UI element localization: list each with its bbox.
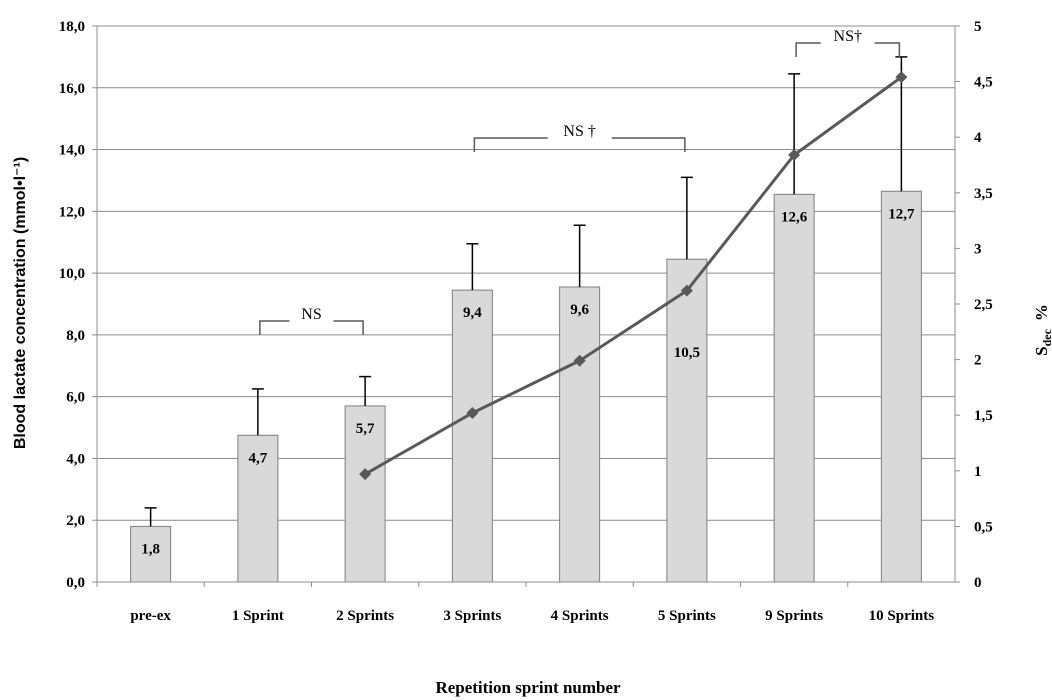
bar-data-label: 12,7 — [888, 206, 915, 222]
y2-tick-label: 4 — [974, 130, 982, 146]
y-axis-title: Blood lactate concentration (mmol•l⁻¹) — [12, 157, 29, 449]
x-tick-label: 3 Sprints — [443, 608, 501, 624]
sig-bracket-right — [875, 43, 900, 57]
tick-labels: 0,0 2,0 4,0 6,0 8,0 10,0 12,0 14,0 16,0 18,0 0 0,5 1… — [59, 19, 993, 624]
bar-data-label: 12,6 — [781, 209, 808, 225]
y2-tick-label: 3 — [974, 241, 982, 257]
y-tick-label: 16,0 — [59, 81, 85, 97]
bar-data-label: 5,7 — [356, 421, 375, 437]
bar-data-label: 9,6 — [570, 302, 589, 318]
axes — [92, 26, 960, 587]
sig-label: NS — [301, 306, 321, 323]
x-tick-label: 1 Sprint — [232, 608, 284, 624]
x-tick-label: pre-ex — [130, 608, 171, 624]
y2-axis-title-sub: dec — [1040, 328, 1052, 346]
y2-tick-label: 0,5 — [974, 519, 993, 535]
bar-data-label: 1,8 — [141, 541, 160, 557]
bar — [774, 194, 814, 582]
x-tick-label: 5 Sprints — [658, 608, 716, 624]
y2-tick-label: 2,5 — [974, 297, 993, 313]
sdec-line — [365, 77, 901, 474]
y-tick-label: 8,0 — [66, 328, 85, 344]
y2-tick-label: 2 — [974, 353, 982, 369]
y-tick-label: 12,0 — [59, 204, 85, 220]
x-axis-title: Repetition sprint number — [435, 678, 621, 697]
y2-tick-label: 0 — [974, 575, 982, 591]
bar — [667, 259, 707, 582]
bar — [560, 287, 600, 582]
y2-tick-label: 1 — [974, 464, 982, 480]
gridlines — [97, 26, 955, 582]
sig-bracket-left — [796, 43, 821, 57]
bar — [452, 290, 492, 582]
bar — [881, 191, 921, 582]
y2-tick-label: 3,5 — [974, 186, 993, 202]
sig-bracket-right — [334, 321, 364, 335]
sig-label: NS† — [834, 28, 862, 45]
bar-data-label: 4,7 — [249, 450, 268, 466]
x-tick-label: 4 Sprints — [551, 608, 609, 624]
bar-data-label: 10,5 — [674, 345, 700, 361]
y-tick-label: 14,0 — [59, 143, 85, 159]
sig-label: NS † — [563, 123, 595, 140]
y-tick-label: 0,0 — [66, 575, 85, 591]
y2-tick-label: 5 — [974, 19, 982, 35]
y2-tick-label: 4,5 — [974, 75, 993, 91]
y2-axis-title-unit: % — [1032, 304, 1051, 321]
y-tick-label: 2,0 — [66, 513, 85, 529]
y-tick-label: 10,0 — [59, 266, 85, 282]
sig-bracket-left — [260, 321, 290, 335]
y2-tick-label: 1,5 — [974, 408, 993, 424]
x-tick-label: 10 Sprints — [869, 608, 935, 624]
x-tick-label: 9 Sprints — [765, 608, 823, 624]
x-tick-label: 2 Sprints — [336, 608, 394, 624]
y2-axis-title: Sdec% — [1032, 304, 1052, 356]
y-tick-label: 6,0 — [66, 390, 85, 406]
line-series — [359, 71, 907, 480]
y-tick-label: 4,0 — [66, 451, 85, 467]
y-tick-label: 18,0 — [59, 19, 85, 35]
bar-data-label: 9,4 — [463, 305, 482, 321]
y2-axis-title-main: S — [1032, 346, 1051, 355]
